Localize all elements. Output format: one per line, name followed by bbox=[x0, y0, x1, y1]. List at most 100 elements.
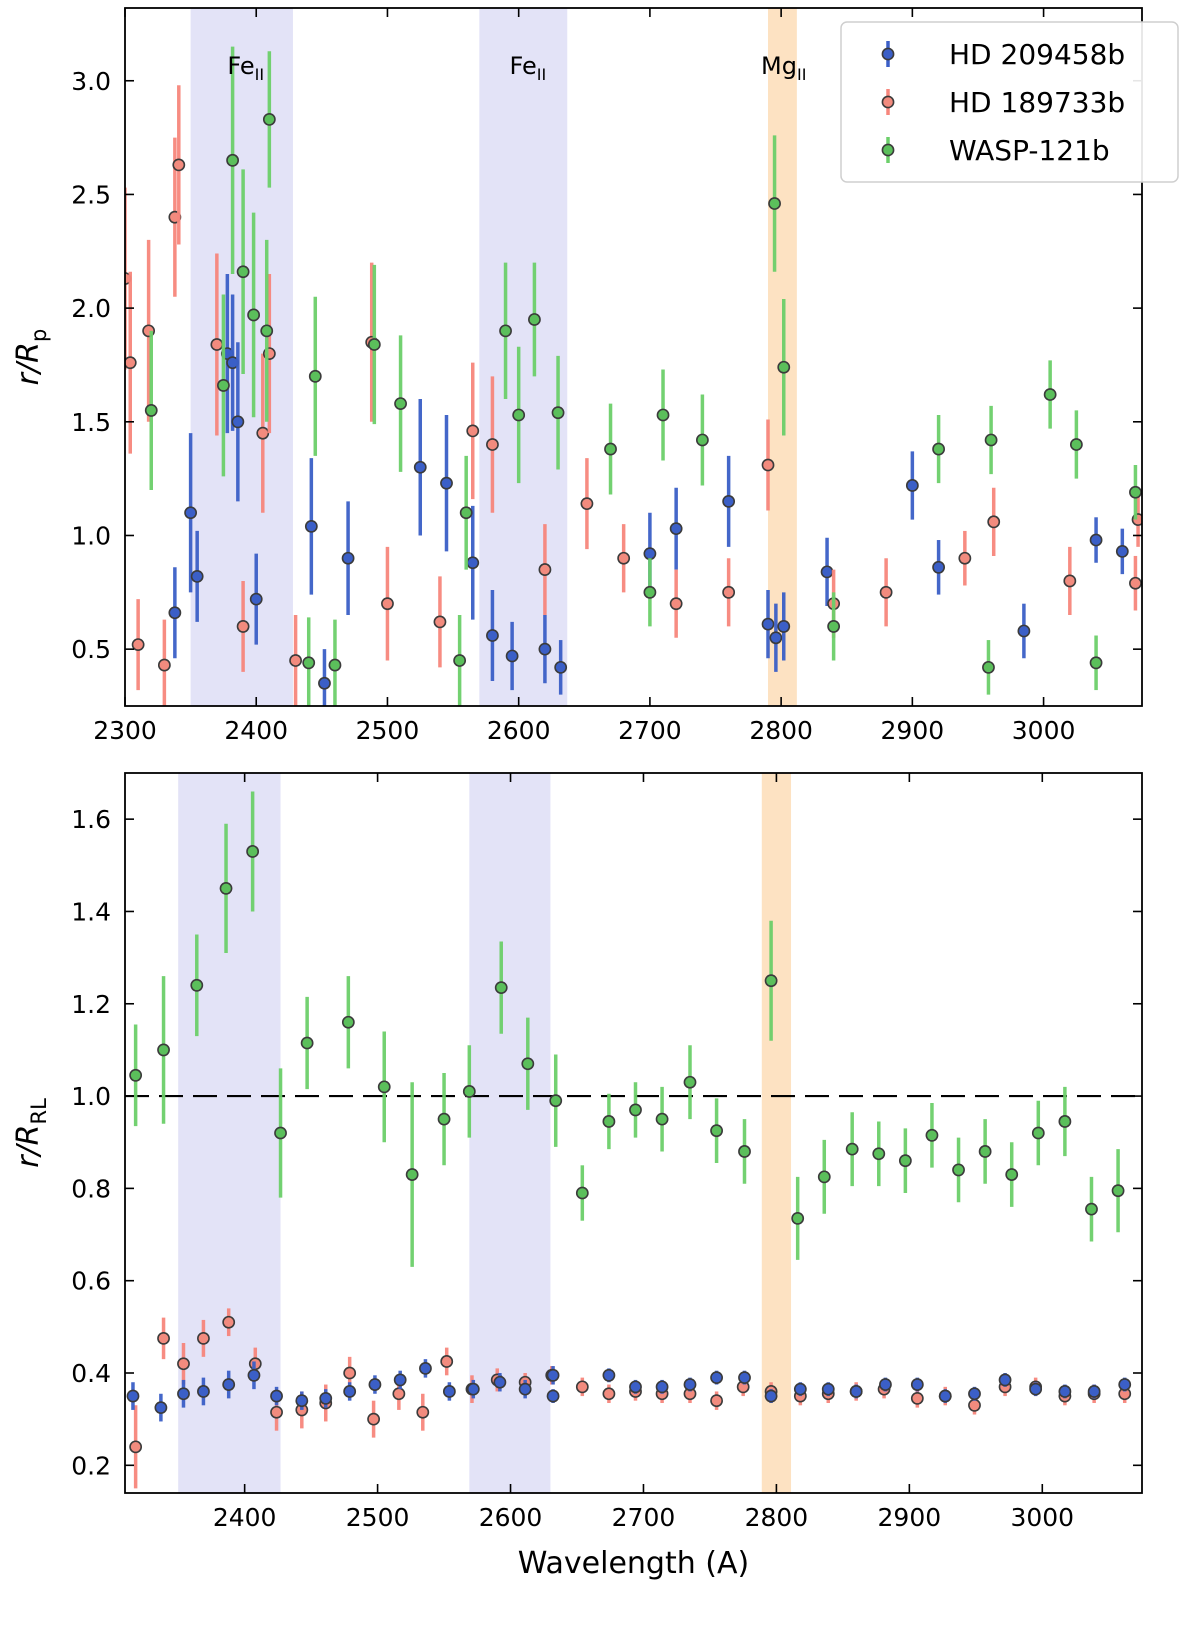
point-wasp-121b-25 bbox=[845, 1142, 859, 1156]
top-y-tick-label-5: 3.0 bbox=[71, 67, 111, 96]
bottom-x-axis-label: Wavelength (A) bbox=[518, 1546, 749, 1581]
point-wasp-121b-23 bbox=[791, 1211, 805, 1225]
point-wasp-121b-29 bbox=[952, 1163, 965, 1177]
point-hd-209458b-37 bbox=[1118, 1378, 1132, 1391]
point-hd-189733b-25 bbox=[538, 563, 552, 576]
point-wasp-121b-0 bbox=[129, 1068, 143, 1082]
point-hd-209458b-35 bbox=[1058, 1385, 1072, 1398]
point-hd-209458b-21 bbox=[655, 1380, 669, 1394]
point-wasp-121b-1 bbox=[157, 1043, 170, 1057]
point-hd-189733b-12 bbox=[669, 597, 683, 611]
point-hd-209458b-11 bbox=[440, 476, 453, 490]
point-hd-209458b-32 bbox=[968, 1387, 981, 1401]
point-wasp-121b-21 bbox=[1043, 388, 1057, 401]
point-hd-209458b-3 bbox=[231, 415, 245, 429]
top-y-tick-label-2: 1.5 bbox=[71, 408, 111, 437]
bottom-y-tick-label-6: 1.4 bbox=[71, 897, 111, 926]
point-hd-209458b-19 bbox=[722, 494, 736, 508]
legend-marker-hd-189733b bbox=[881, 95, 895, 109]
point-hd-189733b-6 bbox=[270, 1405, 283, 1419]
point-hd-209458b-27 bbox=[821, 1382, 835, 1396]
top-axes-frame bbox=[124, 7, 1143, 707]
legend-entry-wasp-121b: WASP-121b bbox=[949, 134, 1110, 167]
bottom-x-tick-label-2900: 2900 bbox=[878, 1503, 942, 1532]
point-hd-209458b-16 bbox=[518, 1382, 532, 1396]
point-wasp-121b-9 bbox=[405, 1168, 419, 1181]
y-axis-label-main: r/R bbox=[11, 1125, 46, 1168]
annotation-main: Fe bbox=[510, 52, 537, 80]
point-wasp-121b-5 bbox=[217, 379, 230, 392]
top-x-tick-label-2500: 2500 bbox=[356, 716, 420, 745]
bottom-band-1 bbox=[469, 773, 551, 1493]
point-hd-189733b-4 bbox=[222, 1315, 236, 1329]
point-wasp-121b-22 bbox=[764, 974, 778, 988]
point-hd-209458b-1 bbox=[154, 1401, 168, 1415]
point-wasp-121b-14 bbox=[459, 506, 473, 520]
point-hd-209458b-20 bbox=[761, 617, 775, 631]
legend-box bbox=[840, 21, 1179, 183]
bottom-y-tick-label-2: 0.6 bbox=[71, 1267, 111, 1296]
point-wasp-121b-31 bbox=[1005, 1168, 1019, 1181]
bottom-y-tick-label-0: 0.2 bbox=[71, 1451, 111, 1480]
point-hd-209458b-24 bbox=[738, 1371, 751, 1385]
point-hd-189733b-3 bbox=[197, 1331, 210, 1345]
point-hd-189733b-14 bbox=[879, 585, 893, 599]
point-wasp-121b-17 bbox=[629, 1103, 642, 1117]
point-hd-209458b-17 bbox=[546, 1368, 560, 1382]
point-hd-209458b-13 bbox=[486, 629, 499, 642]
point-wasp-121b-16 bbox=[551, 406, 565, 420]
point-wasp-121b-20 bbox=[710, 1124, 723, 1138]
bottom-band-2 bbox=[761, 773, 792, 1493]
point-wasp-121b-17 bbox=[604, 442, 617, 456]
point-hd-209458b-14 bbox=[505, 649, 519, 663]
point-hd-209458b-6 bbox=[270, 1389, 283, 1403]
point-wasp-121b-30 bbox=[978, 1145, 992, 1158]
top-panel: 2300 2400 2500 2600 2700 2800 2900 3000 0.5 1.0 1.… bbox=[11, 7, 1179, 745]
point-hd-189733b-27 bbox=[722, 585, 736, 599]
point-hd-209458b-7 bbox=[304, 519, 318, 533]
point-hd-189733b-6 bbox=[256, 426, 270, 440]
point-wasp-121b-4 bbox=[246, 845, 260, 858]
point-hd-209458b-8 bbox=[319, 1391, 333, 1405]
annotation-sub: II bbox=[537, 65, 546, 84]
point-hd-209458b-24 bbox=[905, 479, 919, 492]
point-wasp-121b-33 bbox=[1058, 1115, 1072, 1128]
point-hd-189733b-11 bbox=[392, 1387, 406, 1401]
point-hd-189733b-12 bbox=[416, 1405, 430, 1419]
top-annotation-1: FeII bbox=[510, 52, 547, 84]
point-wasp-121b-6 bbox=[367, 338, 381, 351]
y-axis-label-main: r/R bbox=[11, 342, 46, 385]
top-series-hd-189733b bbox=[125, 85, 1142, 706]
point-hd-209458b-36 bbox=[1087, 1385, 1101, 1398]
point-wasp-121b-8 bbox=[377, 1080, 391, 1094]
point-hd-209458b-30 bbox=[910, 1378, 924, 1391]
point-hd-209458b-28 bbox=[1115, 544, 1129, 558]
point-wasp-121b-27 bbox=[898, 1154, 912, 1168]
point-wasp-121b-34 bbox=[1085, 1202, 1098, 1216]
point-hd-209458b-23 bbox=[820, 565, 834, 579]
point-wasp-121b-1 bbox=[236, 265, 250, 279]
point-hd-209458b-4 bbox=[222, 1378, 236, 1391]
point-wasp-121b-13 bbox=[521, 1057, 535, 1071]
point-wasp-121b-30 bbox=[643, 585, 657, 599]
point-wasp-121b-28 bbox=[925, 1128, 939, 1142]
point-wasp-121b-18 bbox=[656, 408, 670, 422]
top-x-tick-label-2600: 2600 bbox=[487, 716, 551, 745]
bottom-panel: 2400 2500 2600 2700 2800 2900 3000 0.2 0.4 0.6 0.8… bbox=[11, 772, 1143, 1581]
bottom-x-tick-label-2600: 2600 bbox=[479, 1503, 543, 1532]
point-wasp-121b-15 bbox=[512, 408, 526, 422]
top-x-tick-label-2300: 2300 bbox=[93, 716, 157, 745]
bottom-series-wasp-121b bbox=[129, 791, 1125, 1267]
point-hd-209458b-2 bbox=[177, 1387, 190, 1401]
point-hd-209458b-17 bbox=[643, 547, 657, 561]
legend: HD 209458b HD 189733b WASP-121b bbox=[840, 21, 1179, 183]
point-hd-209458b-0 bbox=[126, 1389, 140, 1403]
point-hd-209458b-8 bbox=[318, 676, 331, 690]
top-band-1 bbox=[479, 8, 568, 706]
bottom-x-tick-label-2700: 2700 bbox=[612, 1503, 676, 1532]
point-wasp-121b-35 bbox=[1111, 1184, 1125, 1198]
top-x-tick-label-3000: 3000 bbox=[1012, 716, 1076, 745]
bottom-y-tick-label-4: 1.0 bbox=[71, 1082, 111, 1111]
point-hd-209458b-3 bbox=[197, 1385, 210, 1398]
legend-entry-hd-189733b: HD 189733b bbox=[949, 86, 1125, 119]
